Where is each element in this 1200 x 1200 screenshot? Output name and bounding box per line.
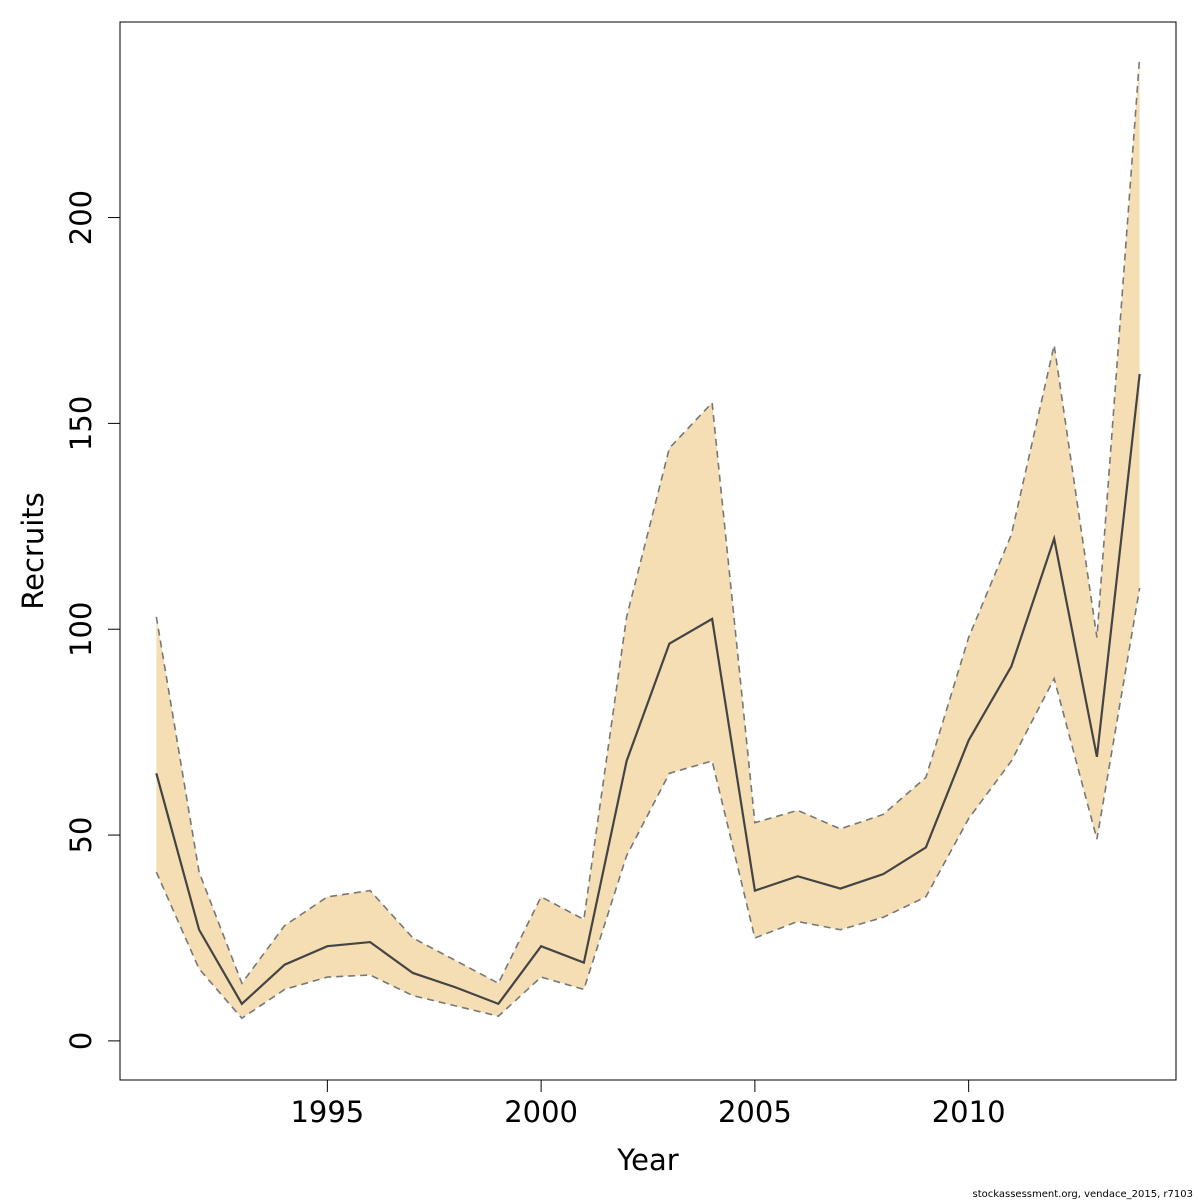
y-axis: 0 50 100 150 200 (64, 190, 121, 1050)
y-tick-label: 100 (64, 602, 98, 657)
x-axis: 1995 2000 2005 2010 (290, 1079, 1006, 1129)
x-tick-label: 2005 (718, 1095, 792, 1129)
x-axis-title: Year (616, 1143, 678, 1177)
y-tick-label: 50 (64, 817, 98, 854)
x-tick-label: 2000 (504, 1095, 578, 1129)
x-tick-label: 2010 (932, 1095, 1006, 1129)
y-axis-title: Recruits (16, 492, 50, 609)
lower-bound-line (155, 587, 1141, 1020)
confidence-band-layer (156, 56, 1140, 1019)
confidence-band (156, 56, 1140, 1019)
recruits-estimate-line (155, 373, 1141, 1006)
series-line-layer (155, 56, 1141, 1020)
x-tick-label: 1995 (290, 1095, 364, 1129)
y-tick-label: 200 (64, 190, 98, 245)
y-tick-label: 0 (64, 1032, 98, 1050)
upper-bound-line (155, 56, 1141, 985)
credit-text: stockassessment.org, vendace_2015, r7103 (973, 1189, 1193, 1200)
y-tick-label: 150 (64, 396, 98, 451)
